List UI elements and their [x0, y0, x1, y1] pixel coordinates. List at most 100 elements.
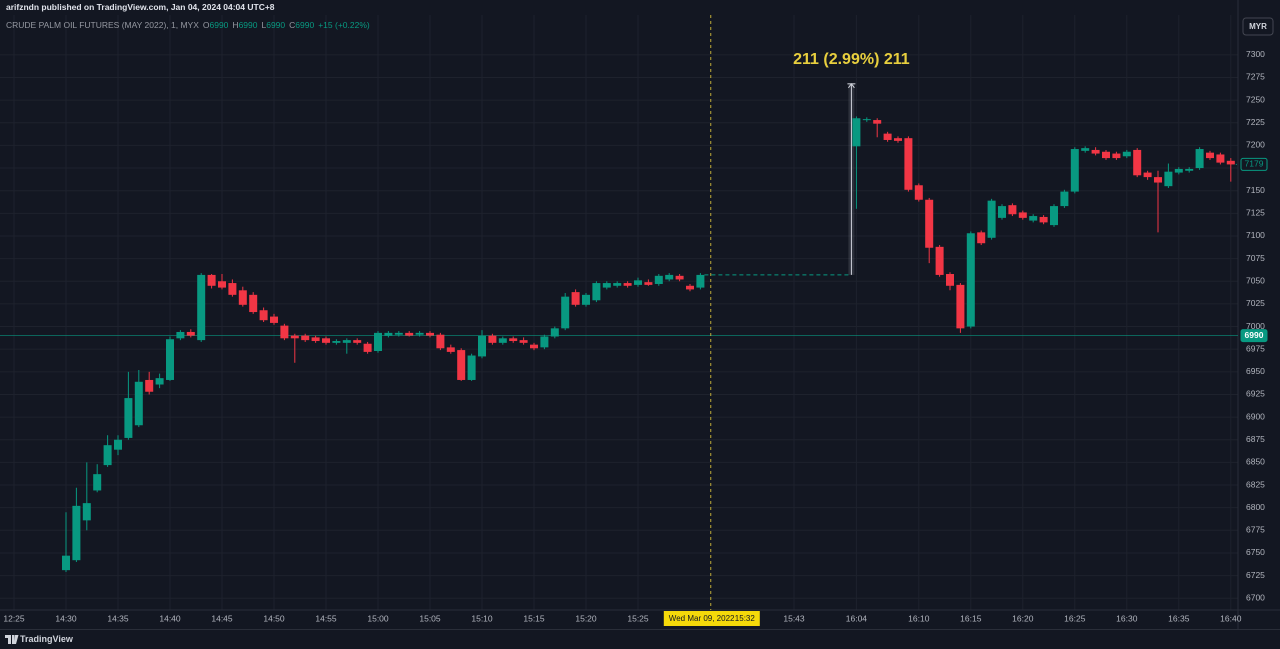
- symbol-title: CRUDE PALM OIL FUTURES (MAY 2022), 1, MY…: [6, 20, 199, 30]
- x-tick-label: 15:10: [471, 613, 493, 623]
- candle-body: [1008, 205, 1017, 215]
- legend-change: +15 (+0.22%): [318, 20, 370, 30]
- candle-body: [405, 332, 414, 336]
- candle-body: [1122, 151, 1131, 157]
- candle-body: [935, 246, 944, 275]
- x-tick-label: 15:43: [783, 613, 805, 623]
- x-tick-label: 12:25: [3, 613, 25, 623]
- measure-label: 211 (2.99%) 211: [793, 51, 910, 68]
- y-tick-label: 6925: [1246, 389, 1265, 399]
- candle-body: [62, 555, 70, 571]
- x-tick-label: 15:25: [627, 613, 649, 623]
- legend-value: 6990: [209, 20, 229, 30]
- y-tick-label: 6750: [1246, 547, 1265, 557]
- candle-body: [311, 337, 320, 342]
- x-tick-label: 15:15: [523, 613, 545, 623]
- candle-body: [384, 332, 393, 336]
- price-label: 7179: [1245, 159, 1264, 169]
- candle-body: [665, 274, 674, 280]
- currency-label: MYR: [1249, 22, 1267, 31]
- candle-body: [374, 332, 382, 351]
- candle-body: [270, 316, 278, 323]
- legend-value: 6990: [295, 20, 315, 30]
- candle-body: [457, 350, 466, 380]
- candle-body: [644, 282, 653, 285]
- x-tick-label: 16:10: [908, 613, 930, 623]
- candle-body: [540, 336, 549, 348]
- candle-body: [280, 325, 289, 339]
- candle-body: [1029, 216, 1038, 221]
- candle-body: [904, 138, 913, 190]
- candle-body: [1133, 149, 1142, 176]
- y-tick-label: 7300: [1246, 49, 1265, 59]
- x-tick-label: 14:40: [159, 613, 181, 623]
- x-tick-label: 14:50: [263, 613, 285, 623]
- candle-body: [124, 398, 133, 438]
- candle-body: [675, 275, 684, 280]
- candle-body: [197, 274, 206, 341]
- candle-body: [478, 335, 486, 357]
- candle-body: [186, 331, 195, 336]
- candle-body: [956, 284, 965, 329]
- crosshair-time: 15:32: [735, 614, 756, 623]
- legend-value: 6990: [238, 20, 258, 30]
- x-tick-label: 16:30: [1116, 613, 1138, 623]
- candle-body: [1091, 149, 1100, 154]
- candle-body: [1050, 206, 1058, 226]
- x-tick-label: 16:04: [846, 613, 868, 623]
- candle-body: [1174, 168, 1183, 173]
- candle-body: [415, 332, 424, 335]
- candle-body: [634, 280, 642, 285]
- y-tick-label: 6850: [1246, 457, 1265, 467]
- y-tick-label: 7250: [1246, 94, 1265, 104]
- y-tick-label: 7000: [1246, 321, 1265, 331]
- candle-body: [1039, 216, 1048, 223]
- candle-body: [1195, 149, 1204, 169]
- candle-body: [914, 185, 923, 200]
- footer: TradingView: [0, 629, 1280, 649]
- candle-body: [654, 275, 663, 284]
- candle-body: [93, 474, 102, 491]
- candle-body: [155, 378, 164, 385]
- x-tick-label: 16:25: [1064, 613, 1086, 623]
- candle-body: [977, 232, 986, 244]
- x-tick-label: 15:00: [367, 613, 389, 623]
- x-tick-label: 15:05: [419, 613, 441, 623]
- grid: [0, 15, 1238, 610]
- x-tick-label: 15:20: [575, 613, 597, 623]
- x-tick-label: 14:30: [55, 613, 77, 623]
- candle-body: [602, 283, 611, 288]
- y-tick-label: 7050: [1246, 276, 1265, 286]
- y-tick-label: 7125: [1246, 208, 1265, 218]
- x-tick-label: 14:55: [315, 613, 337, 623]
- price-label-bg: [1240, 329, 1268, 343]
- candle-body: [342, 340, 351, 343]
- candle-body: [509, 338, 518, 342]
- legend: CRUDE PALM OIL FUTURES (MAY 2022), 1, MY…: [6, 20, 374, 30]
- candle-body: [238, 290, 247, 305]
- candle-body: [852, 118, 861, 147]
- candle-body: [103, 445, 112, 466]
- x-tick-label: 16:35: [1168, 613, 1190, 623]
- candle-body: [571, 292, 580, 305]
- legend-label: C: [289, 20, 296, 30]
- y-tick-label: 7100: [1246, 230, 1265, 240]
- candle-body: [467, 355, 476, 380]
- x-tick-label: 14:35: [107, 613, 129, 623]
- y-tick-label: 6700: [1246, 592, 1265, 602]
- candle-body: [1226, 160, 1235, 165]
- candle-body: [72, 505, 81, 561]
- y-tick-label: 7225: [1246, 117, 1265, 127]
- published-note: arifzndn published on TradingView.com, J…: [6, 2, 275, 12]
- footer-brand: TradingView: [20, 634, 73, 644]
- candle-body: [873, 120, 882, 124]
- candle-body: [166, 339, 174, 380]
- candle-body: [862, 119, 871, 121]
- y-tick-label: 7075: [1246, 253, 1265, 263]
- candle-body: [114, 439, 122, 450]
- candle-body: [259, 310, 268, 321]
- candle-body: [322, 338, 330, 343]
- candle-body: [925, 199, 934, 248]
- y-tick-label: 7200: [1246, 140, 1265, 150]
